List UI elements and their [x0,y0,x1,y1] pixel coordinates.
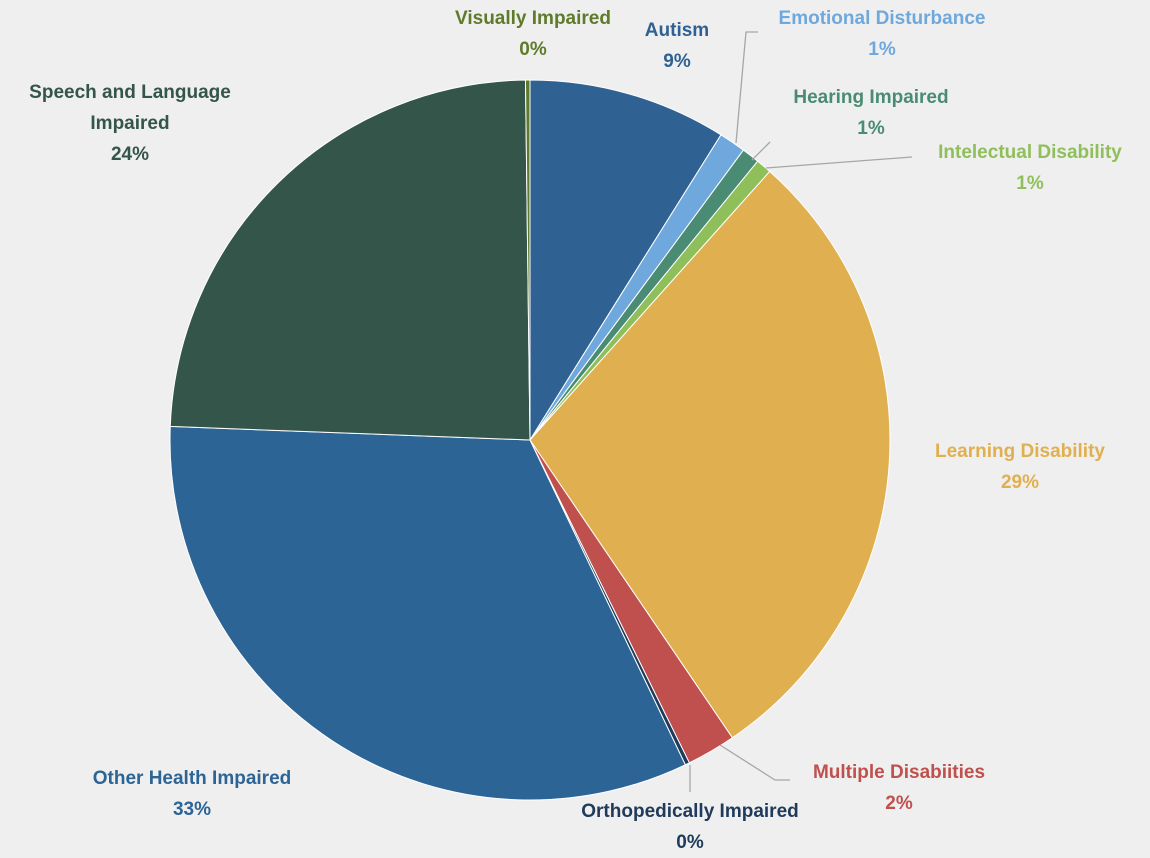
value-label: 2% [885,793,913,814]
category-label: Emotional Disturbance [778,8,986,29]
data-label: Emotional Disturbance 1% [732,3,1032,65]
leader-line [735,31,758,144]
pie-slice [169,79,531,441]
leader-line [751,141,771,161]
category-label: Orthopedically Impaired [581,801,799,822]
category-label: Learning Disability [935,441,1105,462]
category-label: Intelectual Disability [938,142,1122,163]
data-label: Learning Disability 29% [890,436,1150,498]
category-label: Visually Impaired [455,8,611,29]
value-label: 1% [1016,173,1044,194]
value-label: 1% [857,118,885,139]
category-label: Hearing Impaired [793,87,949,108]
pie-slice [169,425,686,801]
pie-slice [524,79,531,441]
category-label: Other Health Impaired [92,768,292,789]
data-label: Visually Impaired 0% [403,3,663,65]
value-label: 1% [868,39,896,60]
value-label: 0% [519,39,547,60]
data-label: Intelectual Disability 1% [900,137,1150,199]
data-label: Autism 9% [577,15,777,77]
pie [169,79,891,801]
value-label: 29% [1000,472,1040,493]
category-label: Speech and Language Impaired [29,82,231,134]
value-label: 24% [110,144,150,165]
category-label: Multiple Disabiities [812,762,986,783]
data-label: Other Health Impaired 33% [42,763,342,825]
leader-line [765,156,913,169]
value-label: 0% [676,832,704,853]
data-label: Multiple Disabiities 2% [769,757,1029,819]
pie-slice [529,170,891,739]
data-label: Orthopedically Impaired 0% [540,796,840,858]
data-label: Hearing Impaired 1% [741,82,1001,144]
value-label: 33% [172,799,212,820]
value-label: 9% [663,51,691,72]
data-label: Speech and Language Impaired 24% [10,77,250,170]
pie-slice [529,79,722,442]
category-label: Autism [644,20,710,41]
leader-line [719,744,790,781]
